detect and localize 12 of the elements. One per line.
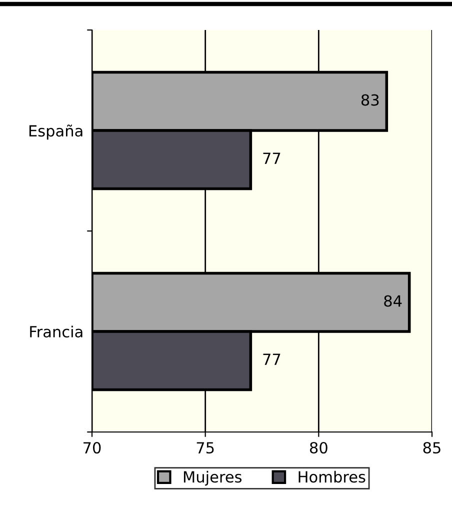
- legend-label: Hombres: [298, 470, 366, 483]
- data-label: 84: [384, 295, 402, 307]
- y-tick-label: España: [29, 124, 82, 140]
- x-tick-label: 85: [423, 442, 440, 454]
- data-label: 83: [361, 94, 379, 106]
- legend-label: Mujeres: [184, 470, 242, 486]
- data-label: 77: [263, 354, 280, 365]
- y-tick-label: Francia: [30, 326, 82, 338]
- x-tick-label: 75: [196, 442, 214, 454]
- x-tick-label: 80: [310, 442, 328, 454]
- data-label: 77: [263, 152, 280, 164]
- x-tick-label: 70: [84, 442, 101, 454]
